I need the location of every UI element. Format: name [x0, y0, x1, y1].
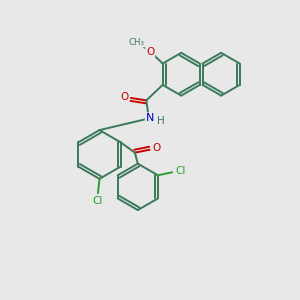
Text: Cl: Cl: [175, 166, 186, 176]
Text: CH₃: CH₃: [129, 38, 145, 46]
Text: Cl: Cl: [93, 196, 103, 206]
Text: O: O: [146, 47, 154, 57]
Text: O: O: [120, 92, 128, 102]
Text: O: O: [152, 143, 160, 153]
Text: H: H: [157, 116, 165, 126]
Text: N: N: [146, 113, 154, 123]
